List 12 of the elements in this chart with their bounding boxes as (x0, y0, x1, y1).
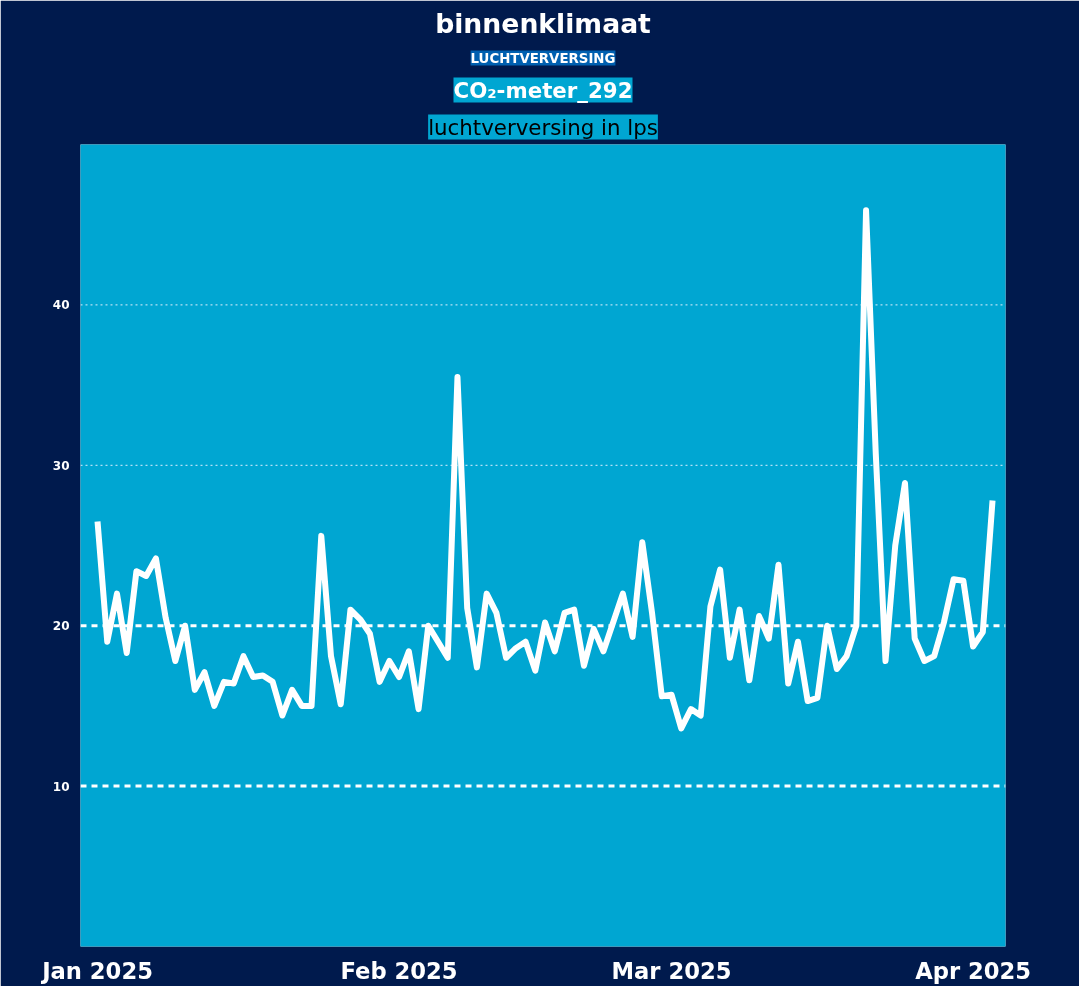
y-tick-label: 20 (52, 619, 70, 634)
text: LUCHTVERVERSING (470, 50, 616, 66)
x-tick-label: Apr 2025 (915, 957, 1032, 984)
x-tick-label: Jan 2025 (40, 957, 153, 984)
chart-title: binnenklimaat (435, 7, 652, 39)
y-tick-label: 30 (52, 458, 70, 473)
x-tick-label: Mar 2025 (611, 957, 732, 984)
text: luchtverversing in lps (428, 114, 658, 140)
chart-subtitle: CO₂-meter_292 (453, 77, 633, 103)
y-tick-label: 40 (52, 298, 70, 313)
x-tick-label: Feb 2025 (340, 957, 458, 984)
y-tick-label: 10 (52, 779, 70, 794)
